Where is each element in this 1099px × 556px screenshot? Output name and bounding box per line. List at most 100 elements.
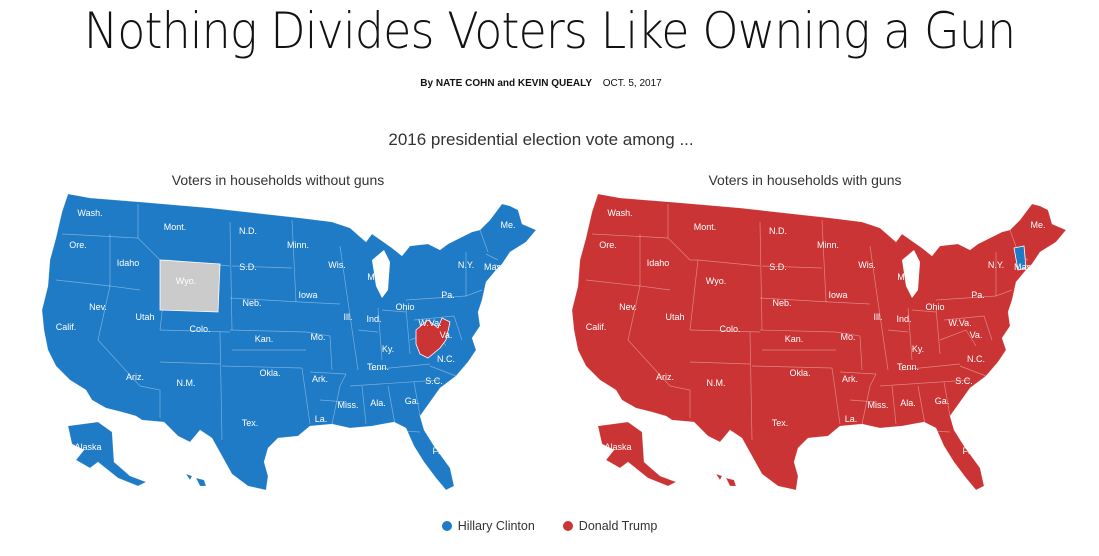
state-label-iowa: Iowa — [298, 290, 317, 300]
state-border — [761, 265, 823, 269]
state-label-wash: Wash. — [607, 208, 632, 218]
legend-label-clinton: Hillary Clinton — [457, 519, 535, 533]
state-label-colo: Colo. — [189, 324, 210, 334]
state-label-sd: S.D. — [239, 262, 257, 272]
state-border — [377, 307, 383, 361]
state-border — [405, 307, 411, 355]
state-border — [627, 285, 671, 387]
legend-swatch-trump — [562, 521, 573, 531]
state-border — [139, 385, 161, 418]
state-label-wyo: Wyo. — [176, 276, 196, 286]
state-border — [291, 219, 297, 303]
state-label-sd: S.D. — [769, 262, 787, 272]
state-border — [943, 381, 951, 417]
state-vt-highlight — [1013, 245, 1027, 271]
state-label-me: Me. — [1030, 220, 1045, 230]
state-border — [935, 307, 941, 355]
byline-date: OCT. 5, 2017 — [602, 78, 662, 89]
state-label-ark: Ark. — [312, 374, 328, 384]
state-label-ill: Ill. — [344, 312, 353, 322]
state-border — [231, 265, 293, 269]
state-border — [413, 381, 421, 417]
state-border — [861, 373, 877, 425]
state-border — [331, 373, 347, 425]
state-label-wva: W.Va. — [418, 318, 441, 328]
byline: By NATE COHN and KEVIN QUEALY OCT. 5, 20… — [0, 78, 1082, 89]
state-label-ohio: Ohio — [395, 302, 414, 312]
state-label-ind: Ind. — [896, 314, 911, 324]
state-border — [319, 399, 347, 403]
state-border — [911, 309, 937, 313]
state-alaska — [597, 421, 677, 487]
state-label-alaska: Alaska — [74, 442, 101, 452]
state-label-ind: Ind. — [366, 314, 381, 324]
state-border — [877, 301, 889, 371]
state-border — [347, 301, 359, 371]
great-lakes — [902, 250, 920, 298]
state-border — [229, 329, 307, 333]
state-border — [55, 279, 111, 287]
state-label-okla: Okla. — [789, 368, 810, 378]
state-border — [983, 315, 993, 341]
state-border — [689, 329, 761, 333]
map-with-guns: Wash. Ore. Calif. Idaho Nev. Mont. Wyo. Utah Ari… — [571, 193, 1067, 491]
map-without-guns: Wash. Ore. Calif. Idaho Nev. Mont. Wyo. Utah Ari… — [41, 193, 537, 491]
state-label-wva: W.Va. — [948, 318, 971, 328]
state-border — [689, 259, 699, 331]
state-label-nc: N.C. — [967, 354, 985, 364]
state-label-wyo: Wyo. — [706, 276, 726, 286]
state-border — [97, 285, 141, 387]
state-border — [839, 371, 877, 375]
state-border — [829, 301, 871, 305]
state-border — [301, 367, 311, 425]
state-label-wash: Wash. — [77, 208, 102, 218]
state-label-ky: Ky. — [912, 344, 924, 354]
state-border — [907, 307, 913, 361]
state-border — [821, 219, 827, 303]
state-label-nm: N.M. — [707, 378, 726, 388]
legend-swatch-clinton — [441, 521, 452, 531]
state-border — [917, 385, 927, 431]
state-label-nev: Nev. — [619, 302, 637, 312]
state-label-mich: Mich. — [367, 272, 389, 282]
state-border — [591, 233, 669, 239]
state-label-ore: Ore. — [599, 240, 617, 250]
state-label-miss: Miss. — [868, 400, 889, 410]
state-label-fla: Fla. — [962, 446, 977, 456]
state-label-mont: Mont. — [694, 222, 717, 232]
state-label-ark: Ark. — [842, 374, 858, 384]
state-label-la: La. — [315, 414, 328, 424]
state-border — [669, 385, 691, 418]
state-wva-highlight — [415, 317, 451, 359]
state-label-ariz: Ariz. — [126, 372, 144, 382]
state-border — [835, 331, 863, 371]
state-label-ga: Ga. — [405, 396, 420, 406]
state-label-ala: Ala. — [900, 398, 916, 408]
state-border — [109, 234, 141, 291]
state-border — [299, 301, 341, 305]
state-alaska — [67, 421, 147, 487]
state-label-nc: N.C. — [437, 354, 455, 364]
state-label-mo: Mo. — [310, 332, 325, 342]
state-border — [349, 379, 441, 387]
state-label-colo: Colo. — [719, 324, 740, 334]
great-lakes — [372, 250, 390, 298]
state-border — [759, 297, 831, 303]
state-label-pa: Pa. — [971, 290, 985, 300]
state-border — [831, 367, 841, 425]
state-label-kan: Kan. — [255, 334, 274, 344]
state-label-la: La. — [845, 414, 858, 424]
map-title-without-guns: Voters in households without guns — [171, 172, 385, 188]
state-label-ariz: Ariz. — [656, 372, 674, 382]
state-hawaii — [185, 473, 207, 487]
state-label-kan: Kan. — [785, 334, 804, 344]
map-title-with-guns: Voters in households with guns — [708, 172, 902, 188]
state-label-me: Me. — [500, 220, 515, 230]
state-label-fla: Fla. — [432, 446, 447, 456]
state-label-utah: Utah — [665, 312, 684, 322]
state-label-calif: Calif. — [56, 322, 77, 332]
contiguous-us-area — [571, 193, 1067, 491]
byline-authors: By NATE COHN and KEVIN QUEALY — [420, 78, 592, 89]
state-border — [387, 385, 397, 431]
state-border — [959, 365, 987, 377]
